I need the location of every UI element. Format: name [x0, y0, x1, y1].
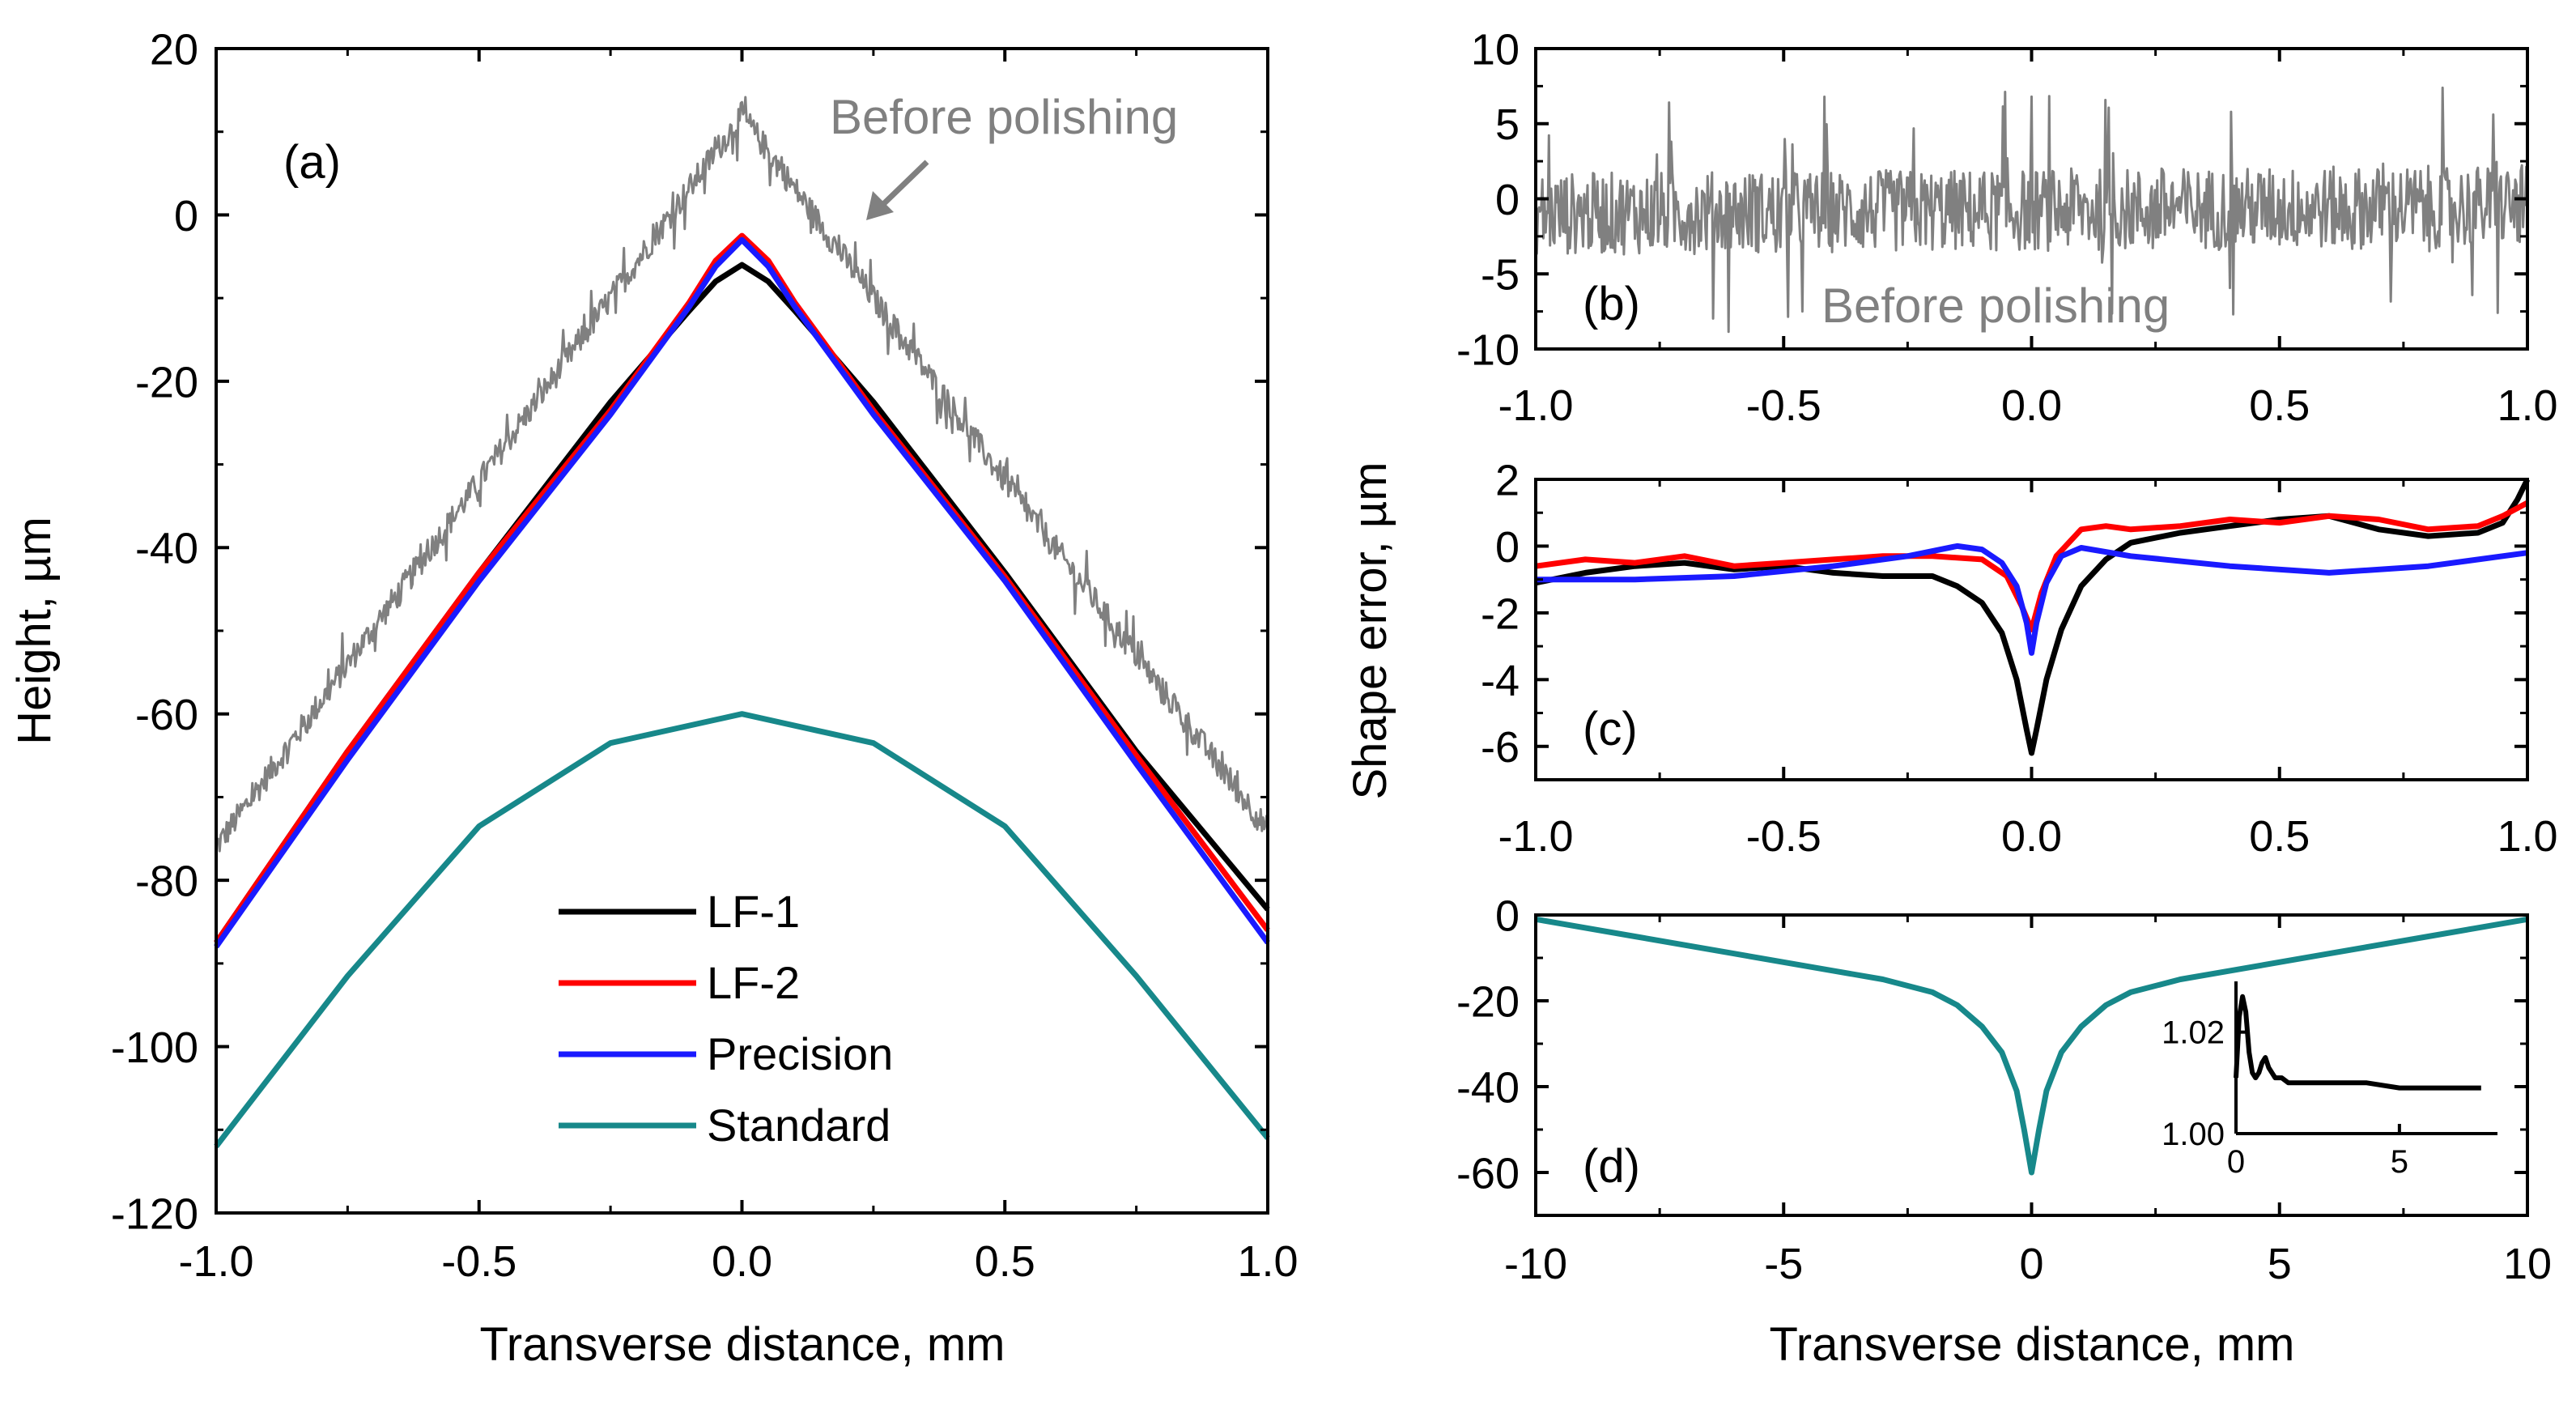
- series-precision-line: [214, 236, 1270, 949]
- series-precision-line: [1536, 543, 2528, 656]
- panel-d-axes: -10 -5 0 5 10 0 -20 -40 -60: [1456, 891, 2552, 1288]
- y-tick-label: 10: [1471, 25, 1520, 74]
- y-tick-label: 0: [1495, 523, 1520, 572]
- y-tick-label: 5: [1495, 100, 1520, 149]
- panel-c-label: (c): [1583, 703, 1638, 755]
- panel-b-annotation: Before polishing: [1821, 279, 2170, 333]
- y-tick-label: -120: [111, 1189, 198, 1238]
- x-tick-label: 0.5: [2249, 812, 2310, 861]
- y-tick-label: -6: [1481, 723, 1520, 772]
- legend-label-lf1: LF-1: [707, 886, 800, 937]
- y-tick-label: -60: [1456, 1149, 1520, 1198]
- panel-c-series: [1535, 478, 2531, 756]
- panel-b-label: (b): [1583, 278, 1640, 330]
- x-tick-label: -0.5: [441, 1237, 516, 1286]
- inset-y-tick-label: 1.02: [2162, 1015, 2225, 1051]
- annotation-arrow: [866, 160, 929, 220]
- series-inset-line: [2234, 994, 2481, 1091]
- x-tick-label: -5: [1764, 1240, 1803, 1288]
- y-tick-label: 0: [1495, 176, 1520, 224]
- legend-label-precision: Precision: [707, 1028, 893, 1079]
- legend: LF-1 LF-2 Precision Standard: [559, 886, 893, 1151]
- y-tick-label: -60: [135, 691, 198, 739]
- x-tick-label: 1.0: [1237, 1237, 1298, 1286]
- panel-d-label: (d): [1583, 1140, 1640, 1193]
- series-standard-line: [214, 711, 1270, 1148]
- panel-a-xlabel: Transverse distance, mm: [480, 1318, 1005, 1371]
- inset-axes: 0 5 1.02 1.00: [2162, 1015, 2408, 1180]
- legend-label-standard: Standard: [707, 1100, 891, 1151]
- y-tick-label: -5: [1481, 251, 1520, 300]
- x-tick-label: -10: [1504, 1240, 1567, 1288]
- panel-a: -1.0 -0.5 0.0 0.5 1.0 20 0 -20 -40 -60 -80 -100 -120…: [8, 25, 1299, 1371]
- panel-d-xlabel: Transverse distance, mm: [1770, 1318, 2295, 1371]
- series-before-polishing-line: [215, 96, 1269, 853]
- panel-a-annotation: Before polishing: [830, 90, 1178, 144]
- inset-x-tick-label: 5: [2391, 1144, 2408, 1180]
- y-tick-label: -2: [1481, 589, 1520, 638]
- y-tick-label: 0: [174, 192, 198, 240]
- inset-x-tick-label: 0: [2227, 1144, 2245, 1180]
- panel-a-label: (a): [283, 136, 341, 189]
- x-tick-label: 5: [2268, 1240, 2292, 1288]
- y-tick-label: -40: [135, 525, 198, 573]
- panel-b-series: [1534, 86, 2529, 334]
- panel-b-axes: -1.0 -0.5 0.0 0.5 1.0 10 5 0 -5 -10: [1456, 25, 2558, 430]
- y-tick-label: -20: [1456, 977, 1520, 1026]
- x-tick-label: 10: [2503, 1240, 2552, 1288]
- x-tick-label: 0.0: [2001, 812, 2062, 861]
- series-lf-1-line: [1535, 478, 2531, 756]
- panel-c-axes: -1.0 -0.5 0.0 0.5 1.0 2 0 -2 -4 -6: [1481, 456, 2558, 861]
- x-tick-label: -0.5: [1746, 812, 1821, 861]
- panel-d-series: [1535, 916, 2528, 1176]
- x-tick-label: 0.5: [975, 1237, 1035, 1286]
- x-tick-label: -1.0: [1498, 381, 1573, 430]
- panel-a-series: [214, 96, 1270, 1148]
- y-tick-label: 2: [1495, 456, 1520, 504]
- inset-series: [2234, 994, 2481, 1091]
- x-tick-label: -0.5: [1746, 381, 1821, 430]
- x-tick-label: 0: [2019, 1240, 2043, 1288]
- y-tick-label: 20: [150, 25, 198, 74]
- series-standard-line: [1535, 916, 2528, 1176]
- panel-d-inset: 0 5 1.02 1.00: [2162, 981, 2497, 1180]
- x-tick-label: 0.0: [2001, 381, 2062, 430]
- panel-a-axes: -1.0 -0.5 0.0 0.5 1.0 20 0 -20 -40 -60 -80 -100 -120: [111, 25, 1299, 1286]
- y-tick-label: -100: [111, 1023, 198, 1072]
- y-tick-label: -20: [135, 358, 198, 406]
- legend-label-lf2: LF-2: [707, 957, 800, 1008]
- x-tick-label: 1.0: [2497, 812, 2557, 861]
- panel-c: -1.0 -0.5 0.0 0.5 1.0 2 0 -2 -4 -6 (c) Shape erro…: [1344, 456, 2558, 861]
- panel-d: -10 -5 0 5 10 0 -20 -40 -60 (d) Transverse dista…: [1456, 891, 2552, 1371]
- y-tick-label: -40: [1456, 1063, 1520, 1112]
- x-tick-label: 0.0: [712, 1237, 772, 1286]
- y-tick-label: 0: [1495, 891, 1520, 940]
- series-before-polishing-line: [1534, 86, 2529, 334]
- panel-b: -1.0 -0.5 0.0 0.5 1.0 10 5 0 -5 -10 (b) Before po…: [1456, 25, 2558, 430]
- x-tick-label: -1.0: [1498, 812, 1573, 861]
- y-tick-label: -10: [1456, 326, 1520, 374]
- y-tick-label: -80: [135, 857, 198, 906]
- y-tick-label: -4: [1481, 657, 1520, 705]
- x-tick-label: 1.0: [2497, 381, 2557, 430]
- panel-c-ylabel: Shape error, µm: [1344, 462, 1396, 799]
- panel-a-ylabel: Height, µm: [8, 517, 61, 745]
- inset-y-tick-label: 1.00: [2162, 1117, 2225, 1152]
- x-tick-label: -1.0: [178, 1237, 253, 1286]
- x-tick-label: 0.5: [2249, 381, 2310, 430]
